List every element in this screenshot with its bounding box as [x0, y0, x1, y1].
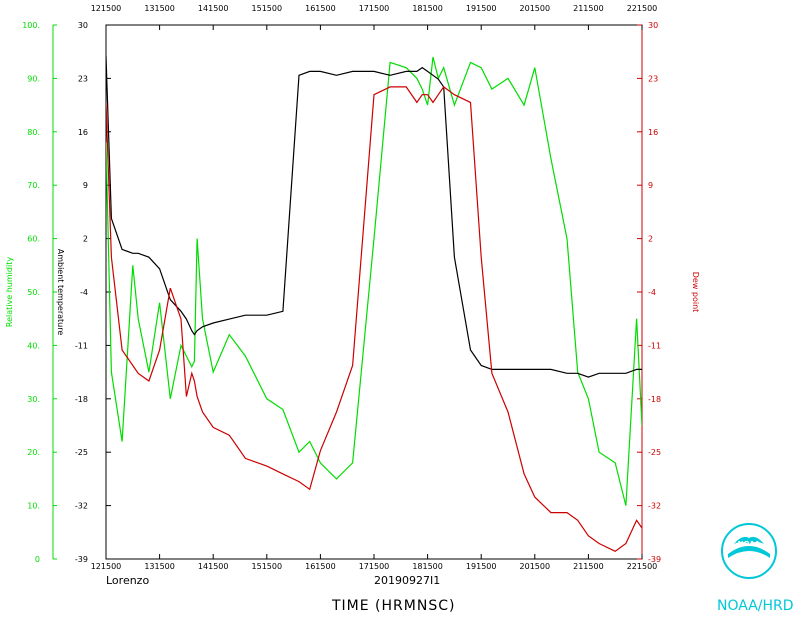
temp-tick-label: -25: [75, 448, 88, 457]
rh-tick-label: 0: [35, 555, 40, 564]
series-layer: [106, 55, 642, 552]
flight-id-label: 20190927I1: [374, 574, 441, 587]
dewpoint-tick-label: -32: [648, 502, 661, 511]
dewpoint-tick-label: 23: [648, 74, 658, 83]
series-line-ambient-temperature: [106, 55, 642, 378]
dewpoint-tick-label: -25: [648, 448, 661, 457]
x-tick-label-top: 221500: [627, 4, 658, 13]
dewpoint-tick-label: 2: [648, 235, 653, 244]
rh-tick-label: 70.: [27, 181, 40, 190]
x-tick-label-bottom: 221500: [627, 562, 658, 571]
rh-tick-label: 90.: [27, 74, 40, 83]
noaa-logo: NOAA: [721, 523, 777, 579]
temp-tick-label: 23: [78, 74, 88, 83]
x-tick-label-top: 171500: [359, 4, 390, 13]
temp-tick-label: -18: [75, 395, 88, 404]
series-line-dew-point: [106, 86, 642, 552]
rh-tick-label: 50.: [27, 288, 40, 297]
temp-tick-label: -39: [75, 555, 88, 564]
rh-tick-label: 20.: [27, 448, 40, 457]
rh-tick-label: 40.: [27, 341, 40, 350]
x-tick-label-top: 141500: [198, 4, 229, 13]
x-tick-label-bottom: 171500: [359, 562, 390, 571]
dewpoint-tick-label: 16: [648, 128, 658, 137]
temp-tick-label: -11: [75, 341, 88, 350]
dewpoint-tick-label: -39: [648, 555, 661, 564]
x-axis-title: TIME (HRMNSC): [332, 598, 456, 614]
dewpoint-tick-label: -18: [648, 395, 661, 404]
x-tick-label-bottom: 141500: [198, 562, 229, 571]
x-tick-label-top: 121500: [91, 4, 122, 13]
temp-tick-label: 30: [78, 21, 88, 30]
rh-tick-label: 80.: [27, 128, 40, 137]
dewpoint-axis-title: Dew point: [691, 272, 700, 313]
temp-axis-title: Ambient temperature: [56, 249, 65, 336]
temp-tick-label: 9: [83, 181, 88, 190]
temp-tick-label: 16: [78, 128, 88, 137]
series-line-relative-humidity: [106, 56, 642, 506]
x-tick-label-bottom: 151500: [252, 562, 283, 571]
axes-layer: [52, 24, 643, 560]
x-tick-label-top: 191500: [466, 4, 497, 13]
x-tick-label-bottom: 161500: [305, 562, 336, 571]
x-tick-label-bottom: 201500: [520, 562, 551, 571]
x-tick-label-top: 211500: [573, 4, 604, 13]
org-label: NOAA/HRD: [717, 598, 794, 614]
labels-layer: 121500 121500 131500 131500 141500 141500 1515…: [5, 4, 700, 571]
rh-tick-label: 60.: [27, 235, 40, 244]
x-tick-label-top: 131500: [144, 4, 175, 13]
rh-axis-title: Relative humidity: [5, 257, 14, 327]
dewpoint-tick-label: 30: [648, 21, 658, 30]
rh-tick-label: 10.: [27, 502, 40, 511]
rh-tick-label: 100.: [22, 21, 40, 30]
x-tick-label-bottom: 211500: [573, 562, 604, 571]
temp-tick-label: -4: [80, 288, 88, 297]
x-tick-label-top: 201500: [520, 4, 551, 13]
temp-tick-label: 2: [83, 235, 88, 244]
logo-text: NOAA: [738, 540, 761, 548]
x-tick-label-top: 181500: [412, 4, 443, 13]
dewpoint-tick-label: -4: [648, 288, 656, 297]
dewpoint-tick-label: 9: [648, 181, 653, 190]
x-tick-label-bottom: 181500: [412, 562, 443, 571]
storm-name-label: Lorenzo: [106, 574, 150, 587]
x-tick-label-top: 151500: [252, 4, 283, 13]
dewpoint-tick-label: -11: [648, 341, 661, 350]
temp-tick-label: -32: [75, 502, 88, 511]
plot-frame: [105, 24, 643, 560]
x-tick-label-bottom: 121500: [91, 562, 122, 571]
x-tick-label-bottom: 191500: [466, 562, 497, 571]
x-tick-label-top: 161500: [305, 4, 336, 13]
x-tick-label-bottom: 131500: [144, 562, 175, 571]
rh-tick-label: 30.: [27, 395, 40, 404]
